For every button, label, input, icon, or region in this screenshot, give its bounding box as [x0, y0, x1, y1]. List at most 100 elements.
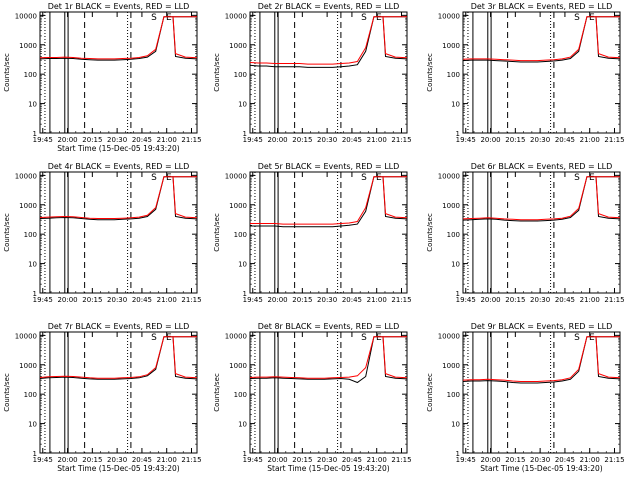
chart-panel-7: Det 7r BLACK = Events, RED = LLD 1 10 100 10…	[3, 322, 202, 473]
y-tick-label: 1	[33, 290, 37, 298]
y-tick-label: 1	[456, 290, 460, 298]
x-tick-label: 20:45	[132, 296, 152, 304]
y-axis-label: Counts/sec	[3, 373, 11, 412]
x-tick-label: 19:45	[243, 296, 263, 304]
x-tick-label: 20:30	[530, 136, 550, 144]
chart-title: Det 5r BLACK = Events, RED = LLD	[258, 162, 400, 171]
x-tick-label: 21:15	[181, 136, 201, 144]
x-tick-label: 20:45	[555, 456, 575, 464]
y-tick-label: 10	[238, 101, 247, 109]
x-tick-label: 20:30	[107, 456, 127, 464]
annotation-end: E	[166, 333, 172, 343]
series-tail-events	[382, 176, 407, 220]
x-tick-label: 20:00	[480, 136, 500, 144]
y-tick-label: 1	[243, 290, 247, 298]
y-axis-label: Counts/sec	[213, 373, 221, 412]
annotation-end: E	[589, 13, 595, 23]
annotation-end: E	[589, 173, 595, 183]
x-tick-label: 20:30	[317, 136, 337, 144]
y-tick-label: 100	[24, 71, 37, 79]
y-axis-label: Counts/sec	[3, 213, 11, 252]
chart-title: Det 7r BLACK = Events, RED = LLD	[48, 322, 190, 331]
x-tick-label: 20:15	[292, 136, 312, 144]
annotation-start: S	[361, 173, 367, 183]
y-tick-label: 10	[238, 261, 247, 269]
x-tick-label: 20:45	[555, 296, 575, 304]
series-tail-events	[595, 176, 620, 220]
x-tick-label: 21:00	[157, 136, 177, 144]
y-tick-label: 10	[451, 421, 460, 429]
y-tick-label: 1000	[229, 42, 247, 50]
plot-frame	[462, 11, 621, 134]
chart-panel-8: Det 8r BLACK = Events, RED = LLD 1 10 100 10…	[213, 322, 412, 473]
annotation-start: S	[361, 333, 367, 343]
series-line-lld	[40, 176, 197, 219]
series-line-lld	[250, 336, 407, 379]
plot-frame	[462, 171, 621, 294]
y-tick-label: 100	[24, 391, 37, 399]
x-tick-label: 21:15	[604, 456, 624, 464]
x-tick-label: 20:15	[505, 456, 525, 464]
y-tick-label: 1000	[19, 362, 37, 370]
y-tick-label: 1000	[442, 202, 460, 210]
y-tick-label: 1000	[19, 42, 37, 50]
x-tick-label: 21:00	[367, 296, 387, 304]
chart-title: Det 2r BLACK = Events, RED = LLD	[258, 2, 400, 11]
y-tick-label: 1000	[442, 362, 460, 370]
plot-frame	[462, 331, 621, 454]
x-tick-label: 21:00	[157, 296, 177, 304]
series-tail-events	[595, 16, 620, 60]
series-tail-events	[382, 16, 407, 60]
x-tick-label: 21:00	[580, 456, 600, 464]
chart-title: Det 4r BLACK = Events, RED = LLD	[48, 162, 190, 171]
plot-frame	[39, 171, 198, 294]
y-axis-label: Counts/sec	[426, 53, 434, 92]
y-tick-label: 100	[447, 231, 460, 239]
x-tick-label: 20:00	[267, 456, 287, 464]
annotation-start: S	[574, 333, 580, 343]
x-tick-label: 19:45	[456, 456, 476, 464]
y-tick-label: 10	[451, 261, 460, 269]
x-tick-label: 20:00	[267, 296, 287, 304]
x-tick-label: 20:45	[132, 456, 152, 464]
x-tick-label: 20:30	[530, 296, 550, 304]
chart-title: Det 6r BLACK = Events, RED = LLD	[471, 162, 613, 171]
x-tick-label: 20:30	[107, 136, 127, 144]
x-tick-label: 20:15	[505, 296, 525, 304]
y-tick-label: 10	[28, 421, 37, 429]
annotation-end: E	[589, 333, 595, 343]
y-tick-label: 100	[447, 391, 460, 399]
chart-title: Det 9r BLACK = Events, RED = LLD	[471, 322, 613, 331]
y-tick-label: 10000	[15, 12, 37, 20]
x-tick-label: 19:45	[456, 136, 476, 144]
y-tick-label: 10	[451, 101, 460, 109]
series-tail-lld	[595, 16, 620, 59]
x-tick-label: 20:00	[57, 456, 77, 464]
annotation-end: E	[376, 13, 382, 23]
x-tick-label: 19:45	[33, 296, 53, 304]
x-axis-label: Start Time (15-Dec-05 19:43:20)	[57, 144, 179, 153]
chart-panel-4: Det 4r BLACK = Events, RED = LLD 1 10 100 10…	[3, 162, 202, 304]
y-axis-label: Counts/sec	[426, 373, 434, 412]
series-line-lld	[463, 336, 620, 382]
x-tick-label: 20:00	[57, 296, 77, 304]
y-tick-label: 1	[33, 450, 37, 458]
annotation-end: E	[376, 333, 382, 343]
x-tick-label: 20:30	[107, 296, 127, 304]
x-tick-label: 19:45	[243, 136, 263, 144]
y-tick-label: 1000	[229, 202, 247, 210]
x-tick-label: 20:30	[317, 456, 337, 464]
annotation-end: E	[376, 173, 382, 183]
y-tick-label: 1000	[442, 42, 460, 50]
x-tick-label: 20:00	[267, 136, 287, 144]
chart-panel-9: Det 9r BLACK = Events, RED = LLD 1 10 100 10…	[426, 322, 625, 473]
y-axis-label: Counts/sec	[426, 213, 434, 252]
y-axis-label: Counts/sec	[213, 53, 221, 92]
series-tail-lld	[382, 336, 407, 379]
y-axis-label: Counts/sec	[213, 213, 221, 252]
x-tick-label: 21:15	[181, 296, 201, 304]
x-tick-label: 20:00	[480, 296, 500, 304]
y-tick-label: 1	[33, 130, 37, 138]
chart-panel-5: Det 5r BLACK = Events, RED = LLD 1 10 100 10…	[213, 162, 412, 304]
x-tick-label: 21:15	[391, 456, 411, 464]
